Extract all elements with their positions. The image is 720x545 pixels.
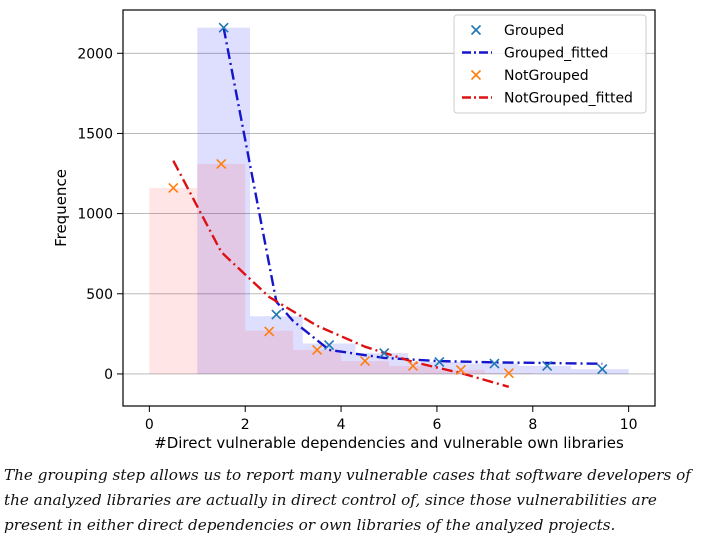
y-tick-label: 0 xyxy=(104,367,113,383)
x-axis-ticks: 0 2 4 6 8 10 xyxy=(145,406,638,433)
marker-grouped xyxy=(542,360,553,371)
x-tick-label: 4 xyxy=(337,417,346,433)
histogram-bar-grouped xyxy=(465,363,519,374)
y-axis-label: Frequence xyxy=(52,169,70,247)
histogram-bars xyxy=(149,27,629,374)
marker-grouped xyxy=(218,22,229,33)
histogram-bar-notgrouped xyxy=(341,361,389,374)
histogram-bar-grouped xyxy=(250,316,303,374)
fitted-lines xyxy=(172,27,603,388)
marker-grouped xyxy=(379,348,390,359)
marker-notgrouped xyxy=(264,326,275,337)
x-tick-label: 6 xyxy=(432,417,441,433)
y-tick-label: 1500 xyxy=(77,126,113,142)
legend-label: Grouped_fitted xyxy=(504,46,608,62)
histogram-bar-notgrouped xyxy=(245,330,294,374)
chart: 0 2 4 6 8 10 0 500 1000 1500 2000 #Direct vulnera… xyxy=(52,9,656,452)
marker-notgrouped xyxy=(503,368,514,379)
histogram-bar-grouped xyxy=(197,27,251,374)
marker-grouped xyxy=(271,309,282,320)
marker-grouped xyxy=(489,358,500,369)
gridlines xyxy=(123,52,655,375)
marker-notgrouped xyxy=(312,344,323,355)
marker-notgrouped xyxy=(216,158,227,169)
y-tick-label: 500 xyxy=(86,287,113,303)
plot-frame xyxy=(122,9,656,407)
legend-label: NotGrouped xyxy=(504,68,589,84)
legend: Grouped Grouped_fitted NotGrouped NotGroupe… xyxy=(453,14,647,114)
histogram-bar-notgrouped xyxy=(389,365,437,374)
marker-grouped xyxy=(324,340,335,351)
x-tick-label: 0 xyxy=(145,417,154,433)
marker-notgrouped xyxy=(359,356,371,367)
legend-marker-swatch xyxy=(470,24,482,36)
legend-box xyxy=(453,14,647,114)
y-axis-ticks: 0 500 1000 1500 2000 xyxy=(77,46,123,383)
marker-notgrouped xyxy=(407,360,419,371)
histogram-bar-notgrouped xyxy=(436,369,485,374)
marker-notgrouped xyxy=(168,182,179,194)
x-tick-label: 2 xyxy=(241,417,250,433)
legend-label: NotGrouped_fitted xyxy=(504,91,633,107)
marker-grouped xyxy=(597,364,608,375)
y-tick-label: 1000 xyxy=(77,207,113,223)
fitted-line-grouped_fitted xyxy=(222,27,603,365)
histogram-bar-grouped xyxy=(302,343,356,374)
fitted-line-notgrouped_fitted xyxy=(172,160,510,388)
legend-marker-swatch xyxy=(470,69,482,81)
y-tick-label: 2000 xyxy=(77,46,113,62)
histogram-bar-notgrouped xyxy=(197,163,246,374)
marker-notgrouped xyxy=(455,364,466,375)
figure-caption: The grouping step allows us to report ma… xyxy=(4,466,691,534)
legend-label: Grouped xyxy=(504,23,564,39)
histogram-bar-notgrouped xyxy=(293,349,342,374)
x-tick-label: 10 xyxy=(620,417,638,433)
marker-grouped xyxy=(434,356,445,367)
histogram-bar-grouped xyxy=(518,365,572,374)
x-tick-label: 8 xyxy=(528,417,537,433)
scatter-markers xyxy=(168,22,608,379)
histogram-bar-notgrouped xyxy=(149,187,198,374)
x-axis-label: #Direct vulnerable dependencies and vuln… xyxy=(154,434,624,452)
